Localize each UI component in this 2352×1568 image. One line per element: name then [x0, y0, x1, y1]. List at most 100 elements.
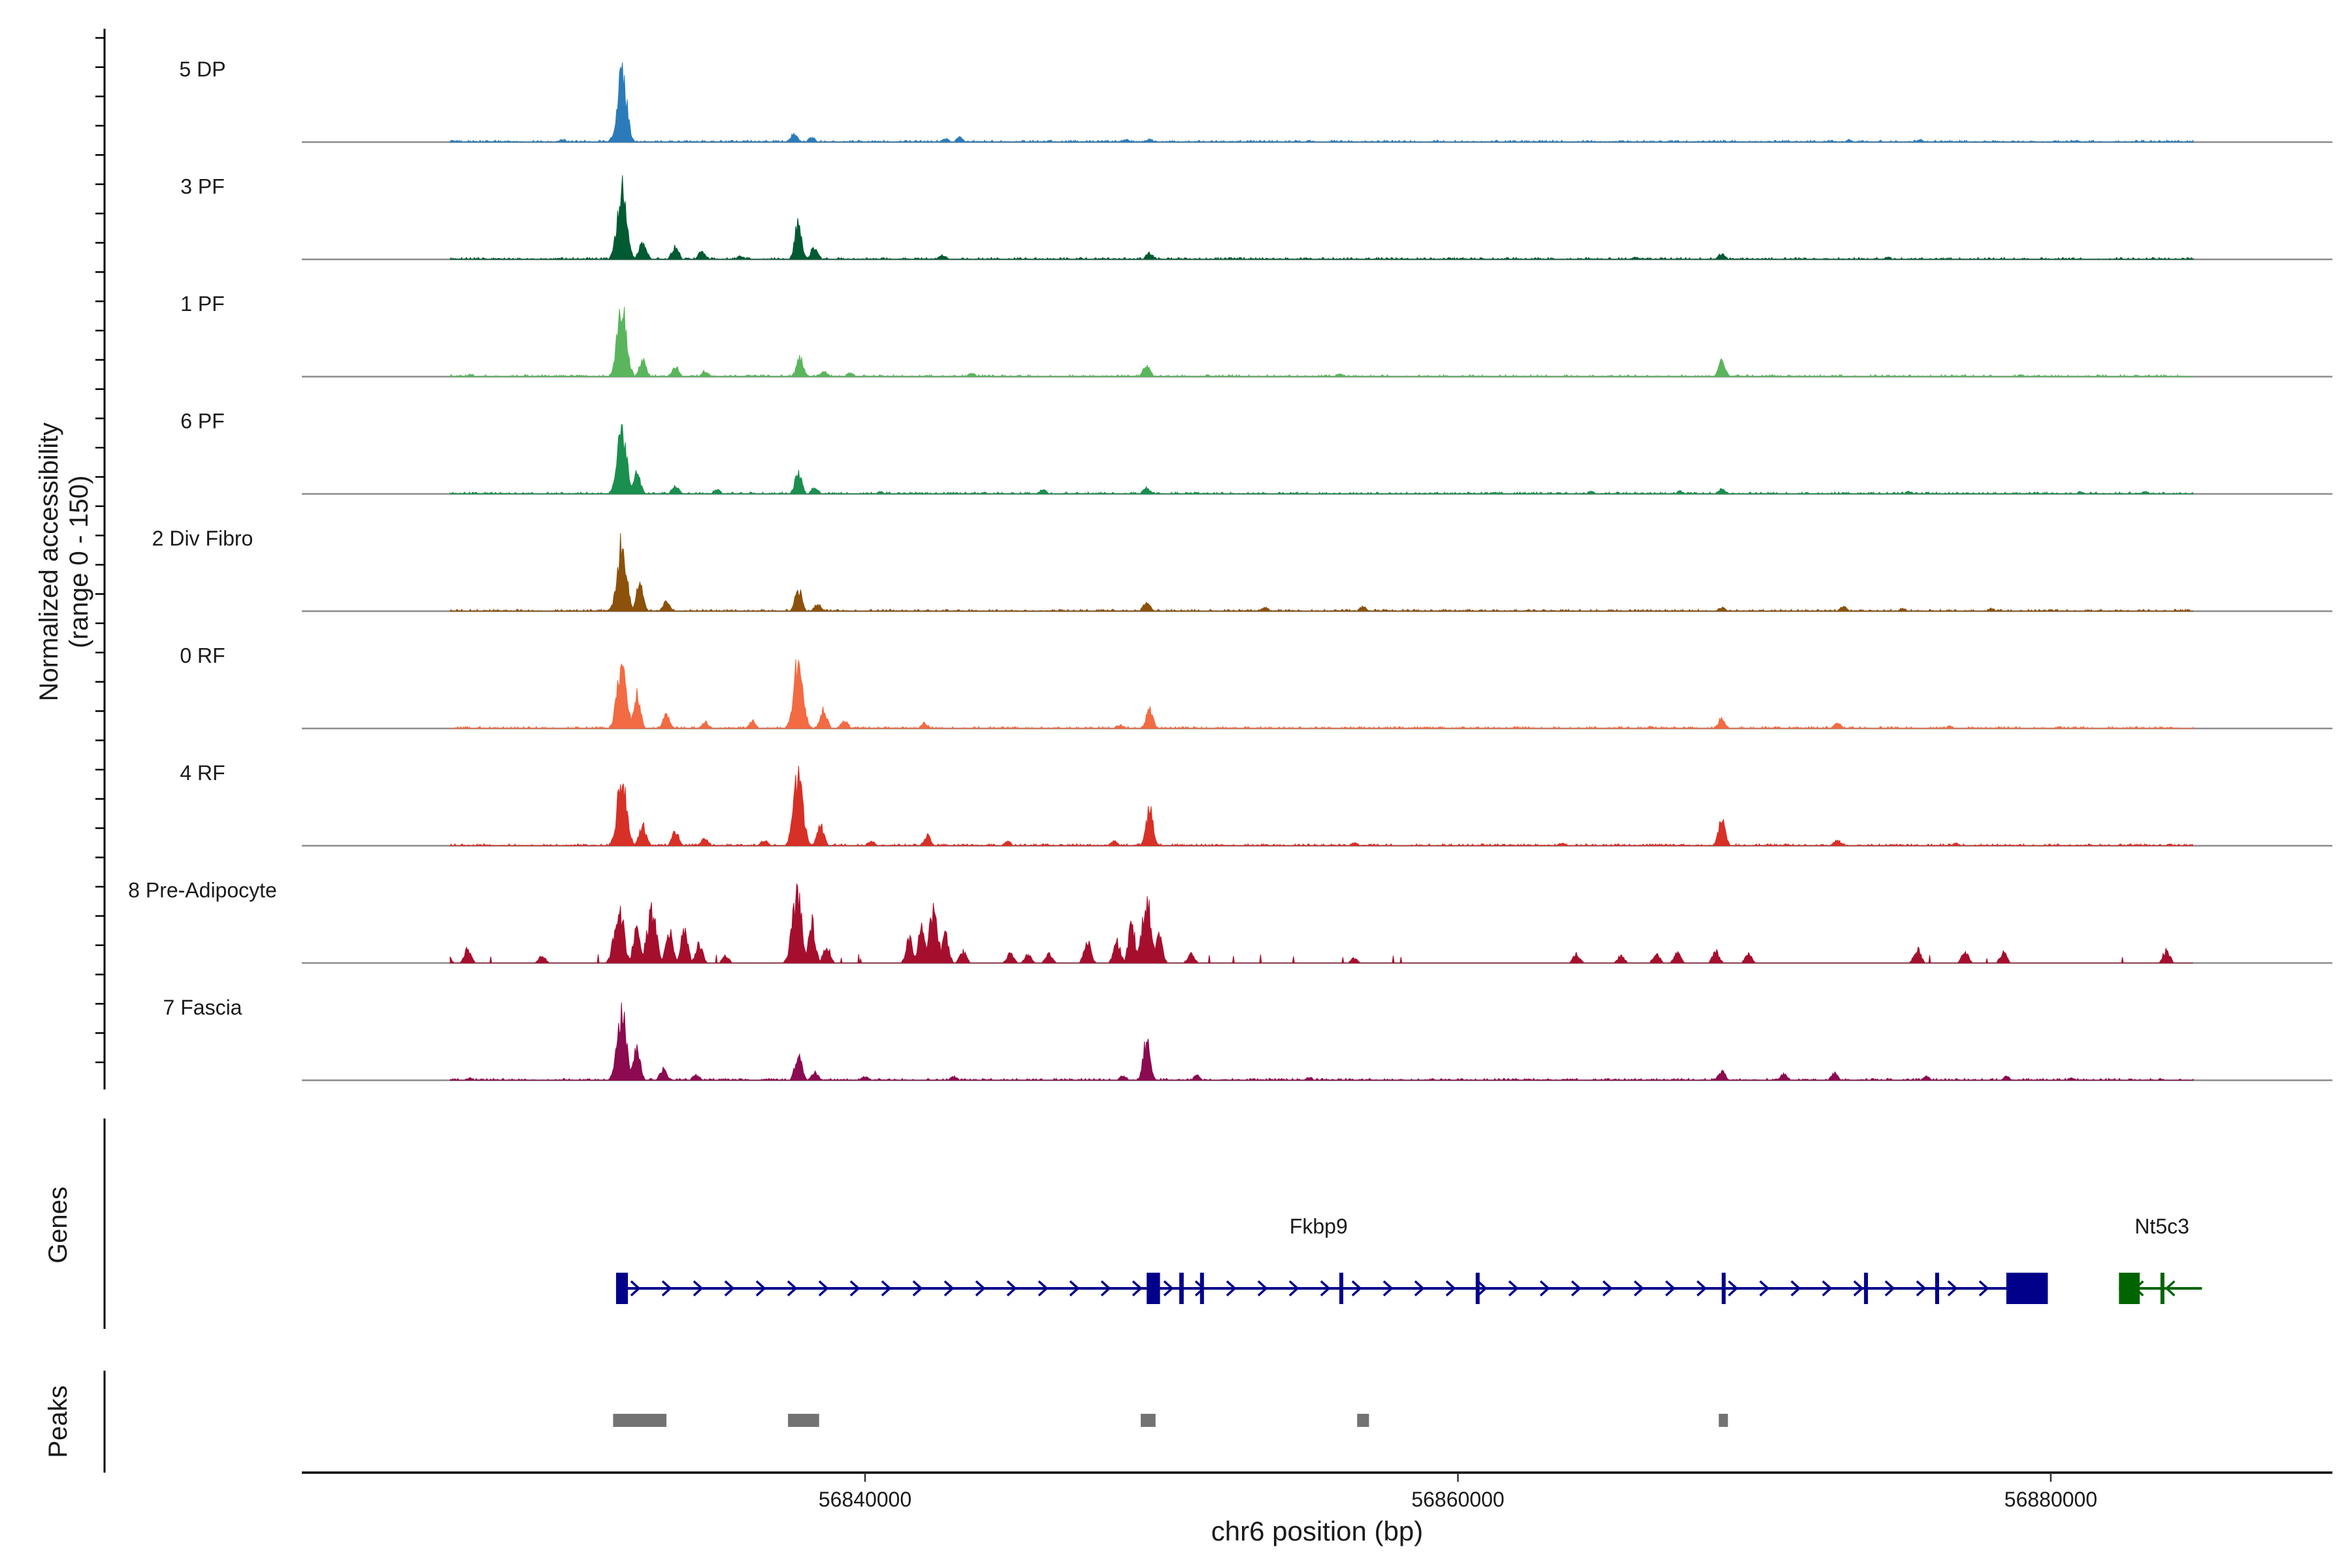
track-label: 5 DP [179, 57, 225, 81]
coverage-tracks: 5 DP 3 PF 1 PF 6 PF 2 Div Fibro 0 RF 4 RF 8 Pre… [128, 57, 2332, 1081]
strand-arrow [1696, 1280, 1707, 1297]
x-axis-title: chr6 position (bp) [1211, 1516, 1424, 1546]
strand-arrow [1633, 1280, 1644, 1297]
strand-arrow [1288, 1280, 1299, 1297]
coverage-area [449, 1002, 2194, 1081]
track-label: 0 RF [180, 644, 225, 667]
strand-arrow [1445, 1280, 1456, 1297]
peak-region [1357, 1414, 1369, 1427]
gene-exon [1339, 1273, 1344, 1304]
peak-region [1718, 1414, 1728, 1427]
peak-region [613, 1414, 667, 1427]
strand-arrow [755, 1280, 766, 1297]
strand-arrow [1727, 1280, 1739, 1297]
strand-arrow [1571, 1280, 1582, 1297]
track-6-pf: 6 PF [180, 409, 2332, 495]
strand-arrow [1916, 1280, 1927, 1297]
peaks-panel [103, 1371, 1728, 1473]
gene-name-label: Fkbp9 [1290, 1215, 1348, 1238]
strand-arrow [1759, 1280, 1770, 1297]
strand-arrow [1414, 1280, 1425, 1297]
gene-name-label: Nt5c3 [2134, 1215, 2189, 1238]
gene-exon [1722, 1273, 1726, 1304]
strand-arrow [724, 1280, 735, 1297]
peaks-panel-label: Peaks [44, 1385, 73, 1458]
y-axis-title: Normalized accessibility(range 0 - 150) [35, 423, 93, 702]
strand-arrow [1477, 1280, 1488, 1297]
track-label: 2 Div Fibro [152, 527, 253, 550]
x-tick-label: 56880000 [2004, 1488, 2097, 1511]
gene-exon [1864, 1273, 1869, 1304]
strand-arrow [1602, 1280, 1613, 1297]
track-0-rf: 0 RF [180, 644, 2332, 730]
gene-nt5c3: Nt5c3 [2119, 1215, 2202, 1304]
coverage-area [449, 306, 2194, 378]
strand-arrow [1539, 1280, 1550, 1297]
strand-arrow [943, 1280, 955, 1297]
track-8-pre-adipocyte: 8 Pre-Adipocyte [128, 878, 2332, 964]
track-1-pf: 1 PF [180, 292, 2332, 378]
coverage-area [449, 62, 2194, 143]
strand-arrow [1100, 1280, 1111, 1297]
strand-arrow [1226, 1280, 1237, 1297]
gene-exon [1179, 1273, 1184, 1304]
strand-arrow [2164, 1280, 2176, 1297]
strand-arrow [1884, 1280, 1895, 1297]
gene-exon [2006, 1273, 2048, 1304]
strand-arrow [1351, 1280, 1362, 1297]
coverage-area [449, 659, 2194, 729]
strand-arrow [849, 1280, 860, 1297]
strand-arrow [818, 1280, 829, 1297]
track-3-pf: 3 PF [180, 174, 2332, 261]
track-label: 4 RF [180, 761, 225, 785]
track-4-rf: 4 RF [180, 761, 2332, 847]
strand-arrow [693, 1280, 704, 1297]
strand-arrow [1978, 1280, 1989, 1297]
strand-arrow [1790, 1280, 1801, 1297]
gene-exon [2119, 1273, 2140, 1304]
x-tick-label: 56860000 [1411, 1488, 1504, 1511]
genes-panel-label: Genes [44, 1186, 73, 1264]
strand-arrow [1257, 1280, 1268, 1297]
strand-arrow [912, 1280, 923, 1297]
gene-exon [1147, 1273, 1160, 1304]
coverage-area [449, 424, 2194, 495]
genes-panel: Fkbp9 Nt5c3 [103, 1119, 2202, 1329]
gene-exon [1935, 1273, 1940, 1304]
strand-arrow [1665, 1280, 1676, 1297]
track-label: 7 Fascia [163, 996, 242, 1019]
gene-fkbp9: Fkbp9 [615, 1215, 2048, 1304]
strand-arrow [881, 1280, 892, 1297]
x-axis: 56840000 56860000 56880000 [302, 1471, 2332, 1511]
strand-arrow [787, 1280, 798, 1297]
peak-region [788, 1414, 819, 1427]
coverage-area [449, 533, 2194, 612]
strand-arrow [1947, 1280, 1958, 1297]
strand-arrow [1163, 1280, 1174, 1297]
strand-arrow [1382, 1280, 1394, 1297]
peak-region [1141, 1414, 1156, 1427]
strand-arrow [1853, 1280, 1864, 1297]
strand-arrow [1320, 1280, 1331, 1297]
track-label: 8 Pre-Adipocyte [128, 878, 277, 902]
gene-exon [615, 1273, 629, 1304]
track-label: 1 PF [180, 292, 225, 316]
gene-exon [2160, 1273, 2164, 1304]
strand-arrow [661, 1280, 672, 1297]
gene-exon [1475, 1273, 1480, 1304]
strand-arrow [1069, 1280, 1080, 1297]
track-label: 3 PF [180, 174, 225, 198]
coverage-area [449, 175, 2194, 260]
strand-arrow [1037, 1280, 1049, 1297]
strand-arrow [1132, 1280, 1143, 1297]
coverage-area [449, 883, 2193, 964]
x-tick-label: 56840000 [819, 1488, 911, 1511]
track-7-fascia: 7 Fascia [163, 996, 2332, 1081]
track-2-div-fibro: 2 Div Fibro [152, 527, 2332, 612]
coverage-area [449, 766, 2194, 847]
strand-arrow [1508, 1280, 1519, 1297]
accessibility-y-axis [95, 29, 106, 1090]
strand-arrow [630, 1280, 641, 1297]
strand-arrow [1821, 1280, 1833, 1297]
